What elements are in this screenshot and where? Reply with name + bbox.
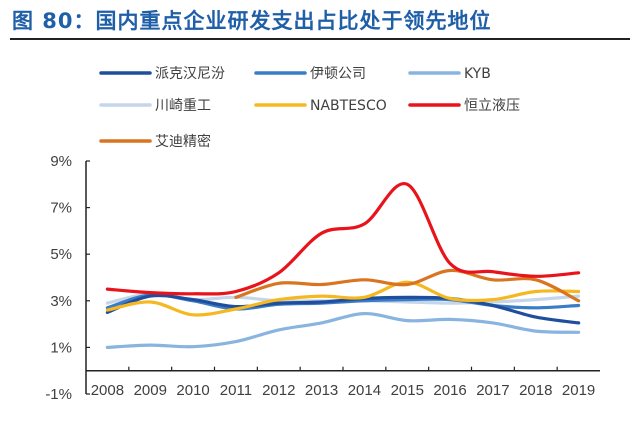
- chart-title: 图 80：国内重点企业研发支出占比处于领先地位: [12, 9, 492, 33]
- y-tick-label: 7%: [50, 200, 72, 217]
- y-tick-label: -1%: [45, 386, 72, 403]
- x-tick-label: 2019: [562, 382, 595, 399]
- y-tick-label: 9%: [50, 153, 72, 170]
- x-tick-label: 2011: [220, 382, 252, 399]
- legend-label: 伊顿公司: [310, 66, 366, 82]
- x-tick-label: 2014: [348, 382, 381, 399]
- y-tick-label: 3%: [50, 293, 72, 310]
- y-tick-label: 5%: [50, 246, 72, 263]
- x-tick-label: 2008: [91, 382, 124, 399]
- y-tick-label: 1%: [50, 339, 72, 356]
- legend-label: KYB: [464, 66, 491, 82]
- x-tick-label: 2018: [519, 382, 552, 399]
- legend-item: 派克汉尼汾: [99, 66, 225, 82]
- x-tick-label: 2016: [433, 382, 466, 399]
- title-underline: [10, 38, 630, 40]
- axes: -1% 1% 3% 5% 7% 9% 2008 2009 2010 2011 2012 2013 201…: [45, 153, 600, 403]
- x-tick-label: 2009: [134, 382, 167, 399]
- x-tick-label: 2012: [262, 382, 295, 399]
- x-tick-label: 2013: [305, 382, 338, 399]
- legend-item: KYB: [408, 66, 491, 82]
- x-tick-label: 2015: [391, 382, 424, 399]
- series-line-5: [105, 182, 581, 296]
- series-line-0: [105, 293, 581, 325]
- series-lines: [105, 182, 581, 349]
- series-line-4: [105, 280, 581, 317]
- legend-label: 派克汉尼汾: [155, 66, 225, 82]
- legend-label: NABTESCO: [310, 98, 387, 114]
- x-tick-label: 2010: [176, 382, 209, 399]
- legend-item: 恒立液压: [408, 98, 520, 114]
- series-line-2: [105, 311, 581, 349]
- legend-item: 川崎重工: [99, 98, 211, 114]
- series-line-6: [234, 268, 581, 303]
- legend-label: 恒立液压: [464, 98, 520, 114]
- legend-item: 伊顿公司: [254, 66, 366, 82]
- x-tick-label: 2017: [476, 382, 509, 399]
- legend-item: NABTESCO: [254, 98, 387, 114]
- legend-label: 川崎重工: [155, 98, 211, 114]
- legend-item: 艾迪精密: [99, 133, 211, 150]
- legend-label: 艾迪精密: [155, 133, 211, 150]
